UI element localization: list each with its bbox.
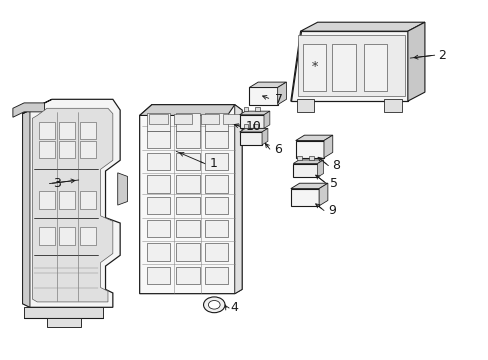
Text: 10: 10 bbox=[245, 121, 261, 134]
Polygon shape bbox=[22, 99, 120, 307]
Polygon shape bbox=[118, 173, 127, 205]
Bar bbox=[147, 153, 170, 170]
Polygon shape bbox=[300, 22, 424, 31]
Bar bbox=[308, 156, 313, 160]
Text: 2: 2 bbox=[438, 49, 446, 62]
Polygon shape bbox=[407, 22, 424, 101]
Text: 7: 7 bbox=[275, 93, 283, 106]
Polygon shape bbox=[234, 105, 242, 294]
Polygon shape bbox=[295, 135, 332, 140]
Polygon shape bbox=[293, 160, 323, 163]
Bar bbox=[147, 197, 170, 214]
Polygon shape bbox=[277, 82, 286, 105]
Bar bbox=[147, 267, 170, 284]
Text: 4: 4 bbox=[230, 301, 238, 314]
Bar bbox=[297, 156, 302, 160]
Bar bbox=[204, 267, 227, 284]
Polygon shape bbox=[239, 129, 267, 132]
Bar bbox=[303, 44, 326, 91]
Bar bbox=[204, 131, 227, 148]
Text: 6: 6 bbox=[273, 143, 281, 156]
Bar bbox=[147, 113, 170, 131]
Polygon shape bbox=[47, 318, 81, 327]
Bar bbox=[149, 114, 167, 125]
Bar bbox=[39, 227, 55, 244]
Polygon shape bbox=[239, 115, 264, 129]
Polygon shape bbox=[264, 111, 269, 129]
Bar bbox=[147, 131, 170, 148]
Polygon shape bbox=[290, 31, 407, 101]
Bar bbox=[39, 141, 55, 158]
Bar bbox=[59, 141, 75, 158]
Bar bbox=[176, 220, 199, 237]
Bar bbox=[176, 267, 199, 284]
Polygon shape bbox=[295, 140, 324, 158]
Polygon shape bbox=[293, 163, 317, 177]
Circle shape bbox=[208, 301, 220, 309]
Circle shape bbox=[203, 297, 224, 313]
Polygon shape bbox=[290, 189, 319, 206]
Bar bbox=[384, 99, 401, 112]
Polygon shape bbox=[262, 129, 267, 145]
Polygon shape bbox=[249, 82, 286, 87]
Bar bbox=[176, 153, 199, 170]
Polygon shape bbox=[324, 135, 332, 158]
Bar bbox=[59, 122, 75, 139]
Polygon shape bbox=[13, 103, 44, 117]
Bar bbox=[39, 192, 55, 209]
Text: 5: 5 bbox=[330, 177, 338, 190]
Bar bbox=[147, 220, 170, 237]
Polygon shape bbox=[317, 160, 323, 177]
Text: *: * bbox=[311, 60, 317, 73]
Polygon shape bbox=[140, 105, 242, 294]
Polygon shape bbox=[22, 99, 52, 114]
Bar bbox=[59, 192, 75, 209]
Polygon shape bbox=[239, 111, 269, 115]
Bar bbox=[243, 107, 248, 111]
Polygon shape bbox=[140, 105, 234, 116]
Polygon shape bbox=[22, 110, 30, 307]
Bar bbox=[176, 113, 199, 131]
Bar bbox=[222, 114, 241, 125]
Bar bbox=[204, 153, 227, 170]
Bar bbox=[204, 113, 227, 131]
Bar bbox=[176, 175, 199, 193]
Bar bbox=[243, 124, 248, 129]
Bar bbox=[204, 220, 227, 237]
Text: 8: 8 bbox=[331, 159, 340, 172]
Bar bbox=[296, 99, 314, 112]
Text: 3: 3 bbox=[53, 177, 61, 190]
Bar bbox=[176, 243, 199, 261]
Bar bbox=[331, 44, 355, 91]
Bar bbox=[363, 44, 386, 91]
Bar bbox=[80, 141, 96, 158]
Bar bbox=[173, 114, 192, 125]
Polygon shape bbox=[319, 183, 327, 206]
Bar bbox=[253, 124, 258, 129]
Bar bbox=[147, 175, 170, 193]
Bar bbox=[80, 227, 96, 244]
Bar bbox=[176, 131, 199, 148]
Bar bbox=[204, 175, 227, 193]
Polygon shape bbox=[32, 108, 113, 302]
Bar bbox=[80, 122, 96, 139]
Text: 9: 9 bbox=[327, 204, 335, 217]
Bar bbox=[298, 35, 405, 96]
Bar bbox=[80, 192, 96, 209]
Bar bbox=[147, 243, 170, 261]
Polygon shape bbox=[290, 183, 327, 189]
Bar bbox=[176, 197, 199, 214]
Text: 1: 1 bbox=[209, 157, 217, 170]
Bar bbox=[39, 122, 55, 139]
Polygon shape bbox=[249, 87, 277, 105]
Bar bbox=[59, 227, 75, 244]
Bar bbox=[200, 114, 219, 125]
Polygon shape bbox=[24, 307, 103, 318]
Polygon shape bbox=[239, 132, 262, 145]
Bar bbox=[204, 197, 227, 214]
Bar bbox=[255, 107, 260, 111]
Bar bbox=[204, 243, 227, 261]
